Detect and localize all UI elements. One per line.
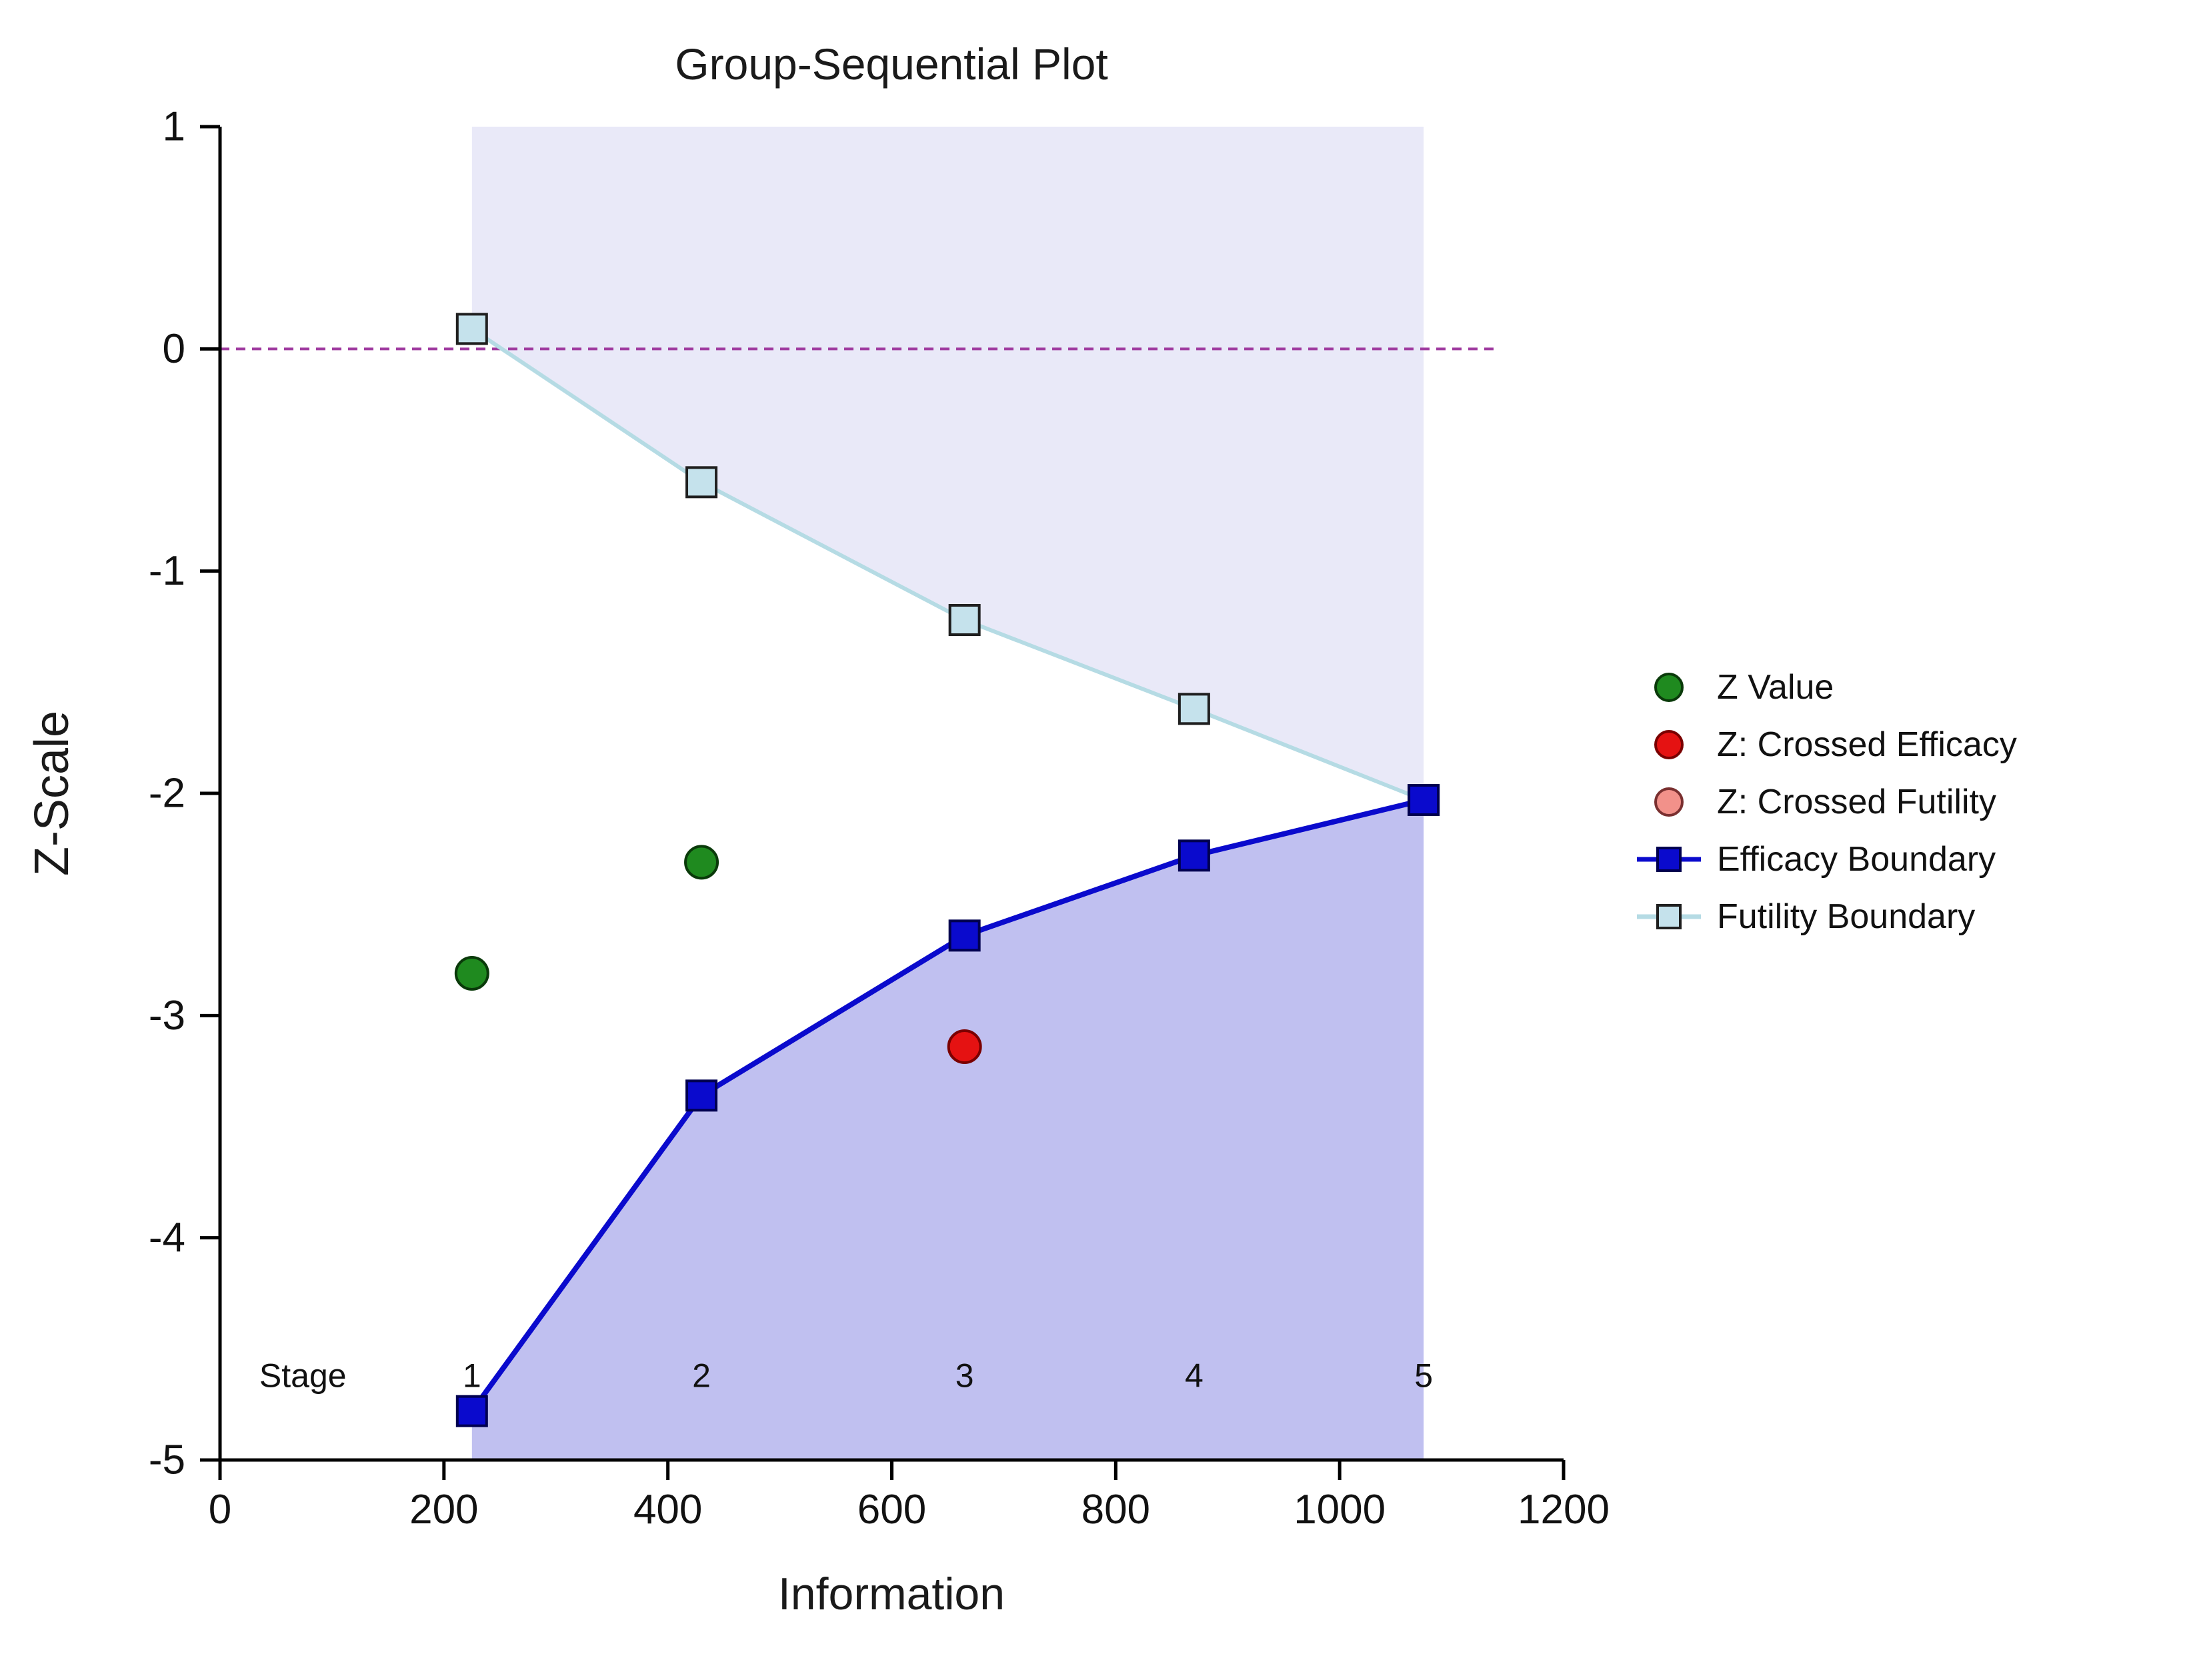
z-value-marker bbox=[684, 845, 719, 880]
stage-number: 4 bbox=[1185, 1357, 1204, 1394]
legend-item-futility-boundary: Futility Boundary bbox=[1637, 897, 2017, 936]
legend-square-marker bbox=[1656, 847, 1682, 872]
legend-label: Z: Crossed Futility bbox=[1717, 783, 1996, 821]
efficacy-boundary-marker bbox=[1178, 839, 1210, 872]
chart-title: Group-Sequential Plot bbox=[675, 39, 1108, 89]
futility-boundary-marker bbox=[685, 466, 718, 499]
legend-square-line-icon bbox=[1637, 900, 1701, 933]
x-tick-label: 0 bbox=[209, 1487, 231, 1533]
efficacy-boundary-marker bbox=[948, 919, 981, 952]
legend: Z Value Z: Crossed Efficacy Z: Crossed Fut… bbox=[1637, 668, 2017, 936]
futility-boundary-marker bbox=[948, 604, 981, 636]
y-tick-label: -3 bbox=[149, 993, 185, 1039]
stage-row-label: Stage bbox=[259, 1357, 347, 1394]
futility-region bbox=[471, 127, 1424, 800]
legend-square-marker bbox=[1656, 904, 1682, 929]
stage-number: 1 bbox=[463, 1357, 481, 1394]
stage-number: 3 bbox=[955, 1357, 974, 1394]
x-tick-label: 800 bbox=[1081, 1487, 1150, 1533]
legend-square-line-icon bbox=[1637, 843, 1701, 876]
y-tick-label: 1 bbox=[163, 104, 185, 150]
y-tick-label: 0 bbox=[163, 326, 185, 372]
stage-number: 2 bbox=[692, 1357, 711, 1394]
legend-label: Efficacy Boundary bbox=[1717, 840, 1996, 879]
legend-label: Futility Boundary bbox=[1717, 897, 1976, 936]
legend-circle-icon bbox=[1637, 728, 1701, 761]
x-tick-label: 600 bbox=[857, 1487, 926, 1533]
efficacy-boundary-marker bbox=[455, 1395, 488, 1427]
futility-boundary-marker bbox=[455, 313, 488, 345]
x-axis-title: Information bbox=[777, 1569, 1005, 1619]
legend-item-z-crossed-efficacy: Z: Crossed Efficacy bbox=[1637, 725, 2017, 764]
legend-circle-marker bbox=[1654, 673, 1684, 702]
legend-item-efficacy-boundary: Efficacy Boundary bbox=[1637, 840, 2017, 879]
z-value-marker bbox=[454, 956, 489, 991]
futility-boundary-marker bbox=[1178, 693, 1210, 725]
legend-item-z-crossed-futility: Z: Crossed Futility bbox=[1637, 783, 2017, 821]
x-tick-label: 200 bbox=[409, 1487, 478, 1533]
efficacy-boundary-marker bbox=[1408, 784, 1440, 816]
legend-item-z-value: Z Value bbox=[1637, 668, 2017, 707]
legend-circle-marker bbox=[1654, 787, 1684, 817]
y-tick-label: -5 bbox=[149, 1437, 185, 1483]
legend-circle-icon bbox=[1637, 785, 1701, 819]
x-tick-label: 1200 bbox=[1518, 1487, 1610, 1533]
stage-number: 5 bbox=[1414, 1357, 1433, 1394]
x-tick-label: 1000 bbox=[1294, 1487, 1386, 1533]
efficacy-boundary-marker bbox=[685, 1079, 718, 1112]
z-crossed-efficacy-marker bbox=[947, 1029, 982, 1064]
legend-label: Z Value bbox=[1717, 668, 1834, 707]
legend-circle-icon bbox=[1637, 671, 1701, 704]
efficacy-region bbox=[471, 800, 1424, 1460]
x-tick-label: 400 bbox=[633, 1487, 702, 1533]
legend-label: Z: Crossed Efficacy bbox=[1717, 725, 2017, 764]
y-tick-label: -2 bbox=[149, 771, 185, 817]
legend-circle-marker bbox=[1654, 730, 1684, 759]
y-tick-label: -1 bbox=[149, 548, 185, 594]
y-tick-label: -4 bbox=[149, 1215, 185, 1261]
